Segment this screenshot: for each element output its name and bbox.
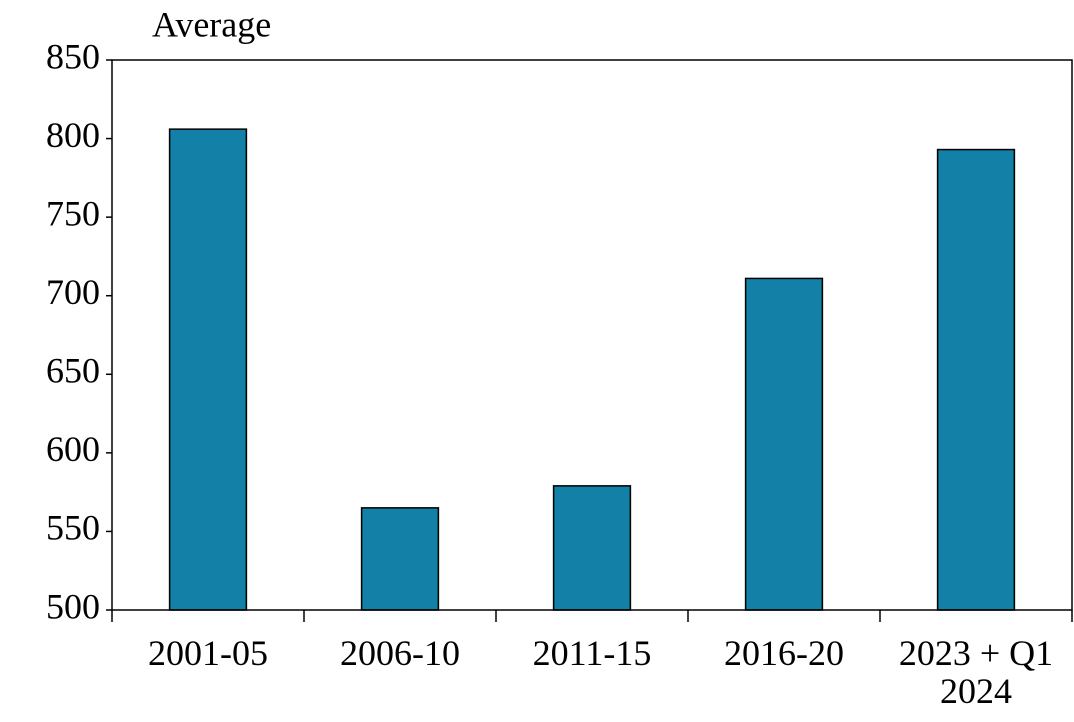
x-tick-label: 2016-20	[724, 633, 844, 673]
y-tick-label: 500	[46, 586, 100, 626]
x-tick-label: 2001-05	[148, 633, 268, 673]
y-tick-label: 600	[46, 429, 100, 469]
bar	[744, 277, 824, 611]
plot-frame	[111, 59, 1073, 611]
y-tick-label: 550	[46, 508, 100, 548]
bar	[168, 128, 248, 611]
x-tick-label: 2006-10	[340, 633, 460, 673]
y-tick-label: 850	[46, 36, 100, 76]
y-tick-label: 800	[46, 115, 100, 155]
bar	[936, 148, 1016, 611]
bar	[552, 485, 632, 611]
y-tick-label: 650	[46, 351, 100, 391]
y-tick-label: 700	[46, 272, 100, 312]
y-tick-label: 750	[46, 193, 100, 233]
x-tick-label: 2023 + Q1 2024	[898, 633, 1054, 711]
y-axis-label: Average	[152, 4, 271, 44]
x-tick-label: 2011-15	[532, 633, 652, 673]
bar	[360, 507, 440, 611]
